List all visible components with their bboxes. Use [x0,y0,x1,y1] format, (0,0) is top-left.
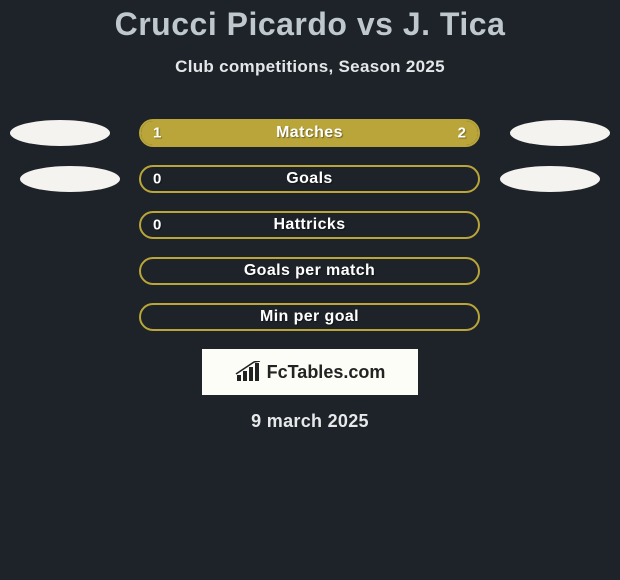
subtitle: Club competitions, Season 2025 [0,57,620,77]
right-player-avatar [500,166,600,192]
comparison-row: Min per goal [0,303,620,331]
comparison-rows: 12Matches 0Goals 0Hattricks Goals per match… [0,119,620,331]
comparison-row: 0Hattricks [0,211,620,239]
metric-label: Goals per match [141,262,478,280]
bar-chart-icon [235,361,261,383]
logo-text: FcTables.com [267,362,386,383]
left-player-avatar [20,166,120,192]
comparison-row: Goals per match [0,257,620,285]
metric-track: 0Goals [139,165,480,193]
date-label: 9 march 2025 [0,411,620,432]
metric-label: Min per goal [141,308,478,326]
comparison-row: 0Goals [0,165,620,193]
right-player-avatar [510,120,610,146]
metric-label: Goals [141,170,478,188]
metric-label: Hattricks [141,216,478,234]
comparison-row: 12Matches [0,119,620,147]
metric-track: 0Hattricks [139,211,480,239]
metric-label: Matches [141,124,478,142]
metric-track: Min per goal [139,303,480,331]
metric-track: 12Matches [139,119,480,147]
metric-track: Goals per match [139,257,480,285]
left-player-avatar [10,120,110,146]
page-title: Crucci Picardo vs J. Tica [0,0,620,43]
fctables-logo: FcTables.com [202,349,418,395]
